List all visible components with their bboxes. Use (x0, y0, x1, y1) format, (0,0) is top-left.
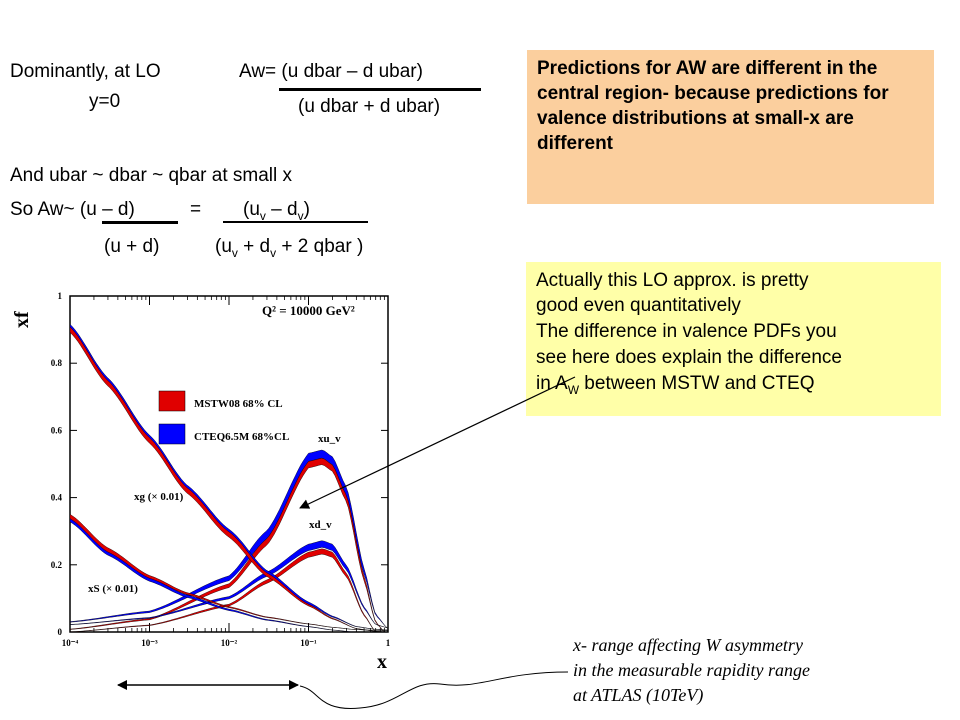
x-tick-label: 1 (386, 638, 391, 648)
note-line-3: at ATLAS (10TeV) (573, 685, 704, 705)
equals-sign: = (190, 199, 202, 220)
x-tick-label: 10⁻⁴ (62, 638, 79, 648)
explanation-line-5: in AW between MSTW and CTEQ (536, 373, 815, 397)
predictions-text: Predictions for AW are different in the … (537, 58, 889, 154)
predictions-box: Predictions for AW are different in the … (527, 50, 934, 204)
aw-numerator: Aw= (u dbar – d ubar) (239, 61, 423, 82)
and-line: And ubar ~ dbar ~ qbar at small x (10, 165, 292, 186)
uv-dv-denominator: (uv + dv + 2 qbar ) (215, 236, 364, 260)
mstw-band-3 (69, 513, 389, 631)
explanation-line-2: good even quantitatively (536, 295, 741, 316)
y-tick-label: 0.8 (51, 358, 63, 368)
uv-dv-numerator: (uv – dv) (243, 199, 310, 223)
explanation-line-4: see here does explain the difference (536, 347, 842, 368)
label-xuv: xu_v (318, 433, 341, 445)
uv-fraction-bar (223, 221, 368, 223)
y-tick-label: 1 (58, 291, 63, 301)
explanation-box: Actually this LO approx. is pretty good … (526, 262, 941, 416)
x-tick-label: 10⁻³ (141, 638, 158, 648)
y-tick-label: 0.6 (51, 425, 63, 435)
u-plus-d-text: (u + d) (104, 236, 160, 257)
y-tick-label: 0.2 (51, 560, 63, 570)
y-tick-label: 0 (58, 627, 63, 637)
x-range-note: x- range affecting W asymmetry in the me… (573, 633, 810, 708)
y-axis-label: xf (11, 311, 33, 328)
explanation-line-3: The difference in valence PDFs you (536, 321, 837, 342)
so-aw-text: So Aw~ (u – d) (10, 199, 135, 220)
cteq-band-3 (69, 516, 388, 633)
so-fraction-bar (102, 221, 178, 224)
x-tick-label: 10⁻¹ (300, 638, 317, 648)
connector-curve (299, 671, 569, 709)
legend-label-cteq: CTEQ6.5M 68%CL (194, 431, 289, 443)
y0-text: y=0 (89, 91, 121, 112)
pointer-arrow (299, 376, 576, 509)
aw-fraction-bar (279, 88, 481, 91)
plot-frame (69, 295, 389, 633)
aw-denominator: (u dbar + d ubar) (298, 96, 441, 117)
legend-swatch-cteq (158, 423, 186, 445)
explanation-line-1: Actually this LO approx. is pretty (536, 270, 809, 291)
x-axis-label: x (377, 651, 387, 673)
x-tick-label: 10⁻² (221, 638, 238, 648)
note-line-1: x- range affecting W asymmetry (573, 635, 803, 655)
legend-label-mstw: MSTW08 68% CL (194, 398, 283, 410)
legend-swatch-mstw (158, 390, 186, 412)
cteq-band-1 (69, 540, 389, 629)
label-xg: xg (× 0.01) (134, 491, 184, 503)
cteq-band-0 (69, 449, 389, 629)
dominantly-text: Dominantly, at LO (10, 61, 161, 82)
note-line-2: in the measurable rapidity range (573, 660, 810, 680)
chart-title: Q² = 10000 GeV² (262, 303, 355, 318)
label-xs: xS (× 0.01) (88, 583, 138, 595)
label-xdv: xd_v (309, 519, 332, 531)
y-tick-label: 0.4 (51, 493, 63, 503)
